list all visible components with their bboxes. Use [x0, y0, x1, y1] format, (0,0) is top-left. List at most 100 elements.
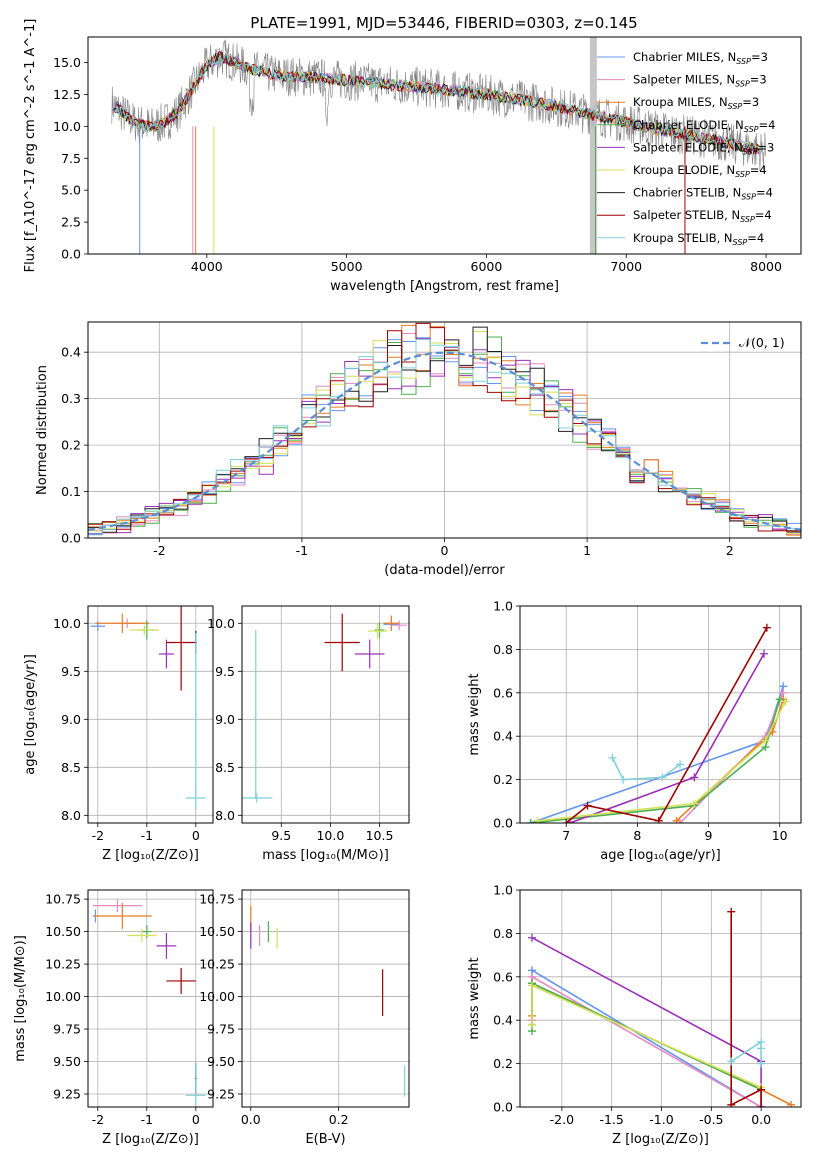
x-tick-label: 8	[633, 828, 641, 843]
x-tick-label: 0	[192, 1112, 200, 1127]
legend-label: Salpeter ELODIE, NSSP=3	[633, 140, 774, 156]
y-axis-label: Normed distribution	[35, 365, 50, 495]
y-tick-label: 0.2	[493, 772, 513, 787]
series-marker	[762, 623, 771, 632]
series-marker	[781, 697, 790, 706]
y-axis-label: Flux [f_λ10^-17 erg cm^-2 s^-1 A^-1]	[23, 19, 38, 273]
x-tick-label: 0.0	[751, 1112, 771, 1127]
y-tick-label: 8.0	[215, 808, 235, 823]
legend: Chabrier MILES, NSSP=3 Salpeter MILES, NS…	[597, 50, 775, 247]
x-tick-label: 7	[562, 828, 570, 843]
y-tick-label: 15.0	[53, 55, 81, 70]
y-tick-label: 9.5	[215, 664, 235, 679]
x-tick-label: -1	[141, 1112, 153, 1127]
y-tick-label: 0.2	[493, 1056, 513, 1071]
y-tick-label: 10.00	[45, 989, 81, 1004]
x-tick-label: -1	[141, 828, 153, 843]
series-marker	[757, 1044, 766, 1053]
y-tick-label: 9.25	[207, 1087, 235, 1102]
x-axis-label: Z [log₁₀(Z/Z⊙)]	[102, 1132, 199, 1147]
panel-mass_vs_Z: -2 -1 0 9.25 9.50 9.75 10.00 10.25 10.50 10.75 Z […	[13, 889, 214, 1147]
x-tick-label: -2	[92, 828, 104, 843]
series-line-5	[531, 984, 762, 1089]
series-marker	[527, 933, 536, 942]
plot-area	[526, 623, 790, 823]
x-tick-label: 4000	[191, 259, 223, 274]
series-line-4	[569, 653, 765, 823]
x-axis-label: E(B-V)	[305, 1132, 345, 1147]
y-tick-label: 9.0	[215, 712, 235, 727]
legend-label: Salpeter STELIB, NSSP=4	[633, 208, 772, 224]
histogram-step-8	[88, 339, 801, 536]
series-marker	[583, 801, 592, 810]
series-marker	[526, 819, 535, 823]
y-tick-label: 0.4	[493, 1013, 513, 1028]
y-tick-label: 0.6	[493, 969, 513, 984]
series-marker	[527, 981, 536, 990]
y-tick-label: 10.0	[53, 616, 81, 631]
panel-spectrum: 4000 5000 6000 7000 8000 0.0 2.5 5.0 7.5 10.0 12.5…	[23, 19, 802, 294]
x-tick-label: 7000	[610, 259, 642, 274]
y-tick-label: 8.5	[215, 760, 235, 775]
y-tick-label: 9.50	[53, 1054, 81, 1069]
series-marker	[533, 816, 542, 823]
series-line-0	[530, 686, 784, 823]
x-tick-label: 9.5	[271, 828, 291, 843]
y-tick-label: 9.25	[53, 1087, 81, 1102]
y-tick-label: 10.25	[45, 957, 81, 972]
x-axis-label: (data-model)/error	[384, 563, 505, 578]
series-line-7	[730, 1040, 762, 1064]
x-tick-label: -1	[296, 543, 308, 558]
series-marker	[727, 1100, 736, 1107]
y-tick-label: 0.0	[61, 531, 81, 546]
x-tick-label: 0.2	[329, 1112, 349, 1127]
x-tick-label: 6000	[471, 259, 503, 274]
axes-frame	[87, 36, 802, 255]
y-tick-label: 8.5	[61, 760, 81, 775]
series-line-4	[531, 936, 762, 1107]
figure-title: PLATE=1991, MJD=53446, FIBERID=0303, z=0…	[250, 14, 637, 32]
y-tick-label: 9.75	[207, 1022, 235, 1037]
model-line-8	[115, 52, 759, 150]
x-tick-label: 8000	[750, 259, 782, 274]
legend-label: Chabrier ELODIE, NSSP=4	[633, 118, 775, 134]
y-tick-label: 2.5	[61, 215, 81, 230]
y-axis-label: mass [log₁₀(M/M⊙)]	[13, 935, 28, 1062]
spectrum-data-line	[111, 39, 767, 171]
legend-label: Kroupa STELIB, NSSP=4	[633, 231, 764, 247]
series-marker	[787, 1100, 796, 1107]
x-axis-label: Z [log₁₀(Z/Z⊙)]	[102, 848, 199, 863]
y-tick-label: 10.75	[45, 892, 81, 907]
series-marker	[658, 773, 667, 782]
x-tick-label: 10.5	[366, 828, 394, 843]
x-tick-label: 10	[772, 828, 788, 843]
x-tick-label: -2.0	[550, 1112, 574, 1127]
y-tick-label: 9.0	[61, 712, 81, 727]
y-tick-label: 10.50	[45, 924, 81, 939]
x-tick-label: 5000	[331, 259, 363, 274]
axes-frame	[241, 605, 410, 824]
y-tick-label: 10.25	[199, 957, 235, 972]
x-axis-label: mass [log₁₀(M/M⊙)]	[262, 848, 389, 863]
series-line-6	[730, 911, 762, 1107]
y-tick-label: 0.4	[493, 729, 513, 744]
series-line-7	[611, 757, 681, 781]
series-marker	[562, 819, 571, 823]
panel-age_vs_mass: 9.5 10.0 10.5 8.0 8.5 9.0 9.5 10.0 mass [log₁₀(M…	[207, 605, 410, 863]
y-tick-label: 0.4	[61, 345, 81, 360]
y-tick-label: 0.0	[493, 1100, 513, 1115]
x-axis-label: Z [log₁₀(Z/Z⊙)]	[612, 1132, 709, 1147]
y-tick-label: 12.5	[53, 87, 81, 102]
y-tick-label: 10.0	[53, 119, 81, 134]
gaussian-curve	[88, 351, 801, 531]
series-line-0	[531, 968, 762, 1107]
series-line-6	[565, 627, 768, 823]
axes-frame	[87, 889, 214, 1108]
series-marker	[757, 1085, 766, 1094]
legend-label: Kroupa MILES, NSSP=3	[633, 95, 759, 111]
axes-frame	[87, 605, 214, 824]
y-tick-label: 0.6	[493, 685, 513, 700]
axes-frame	[87, 321, 802, 539]
legend-label: Kroupa ELODIE, NSSP=4	[633, 163, 767, 179]
x-tick-label: 2	[726, 543, 734, 558]
